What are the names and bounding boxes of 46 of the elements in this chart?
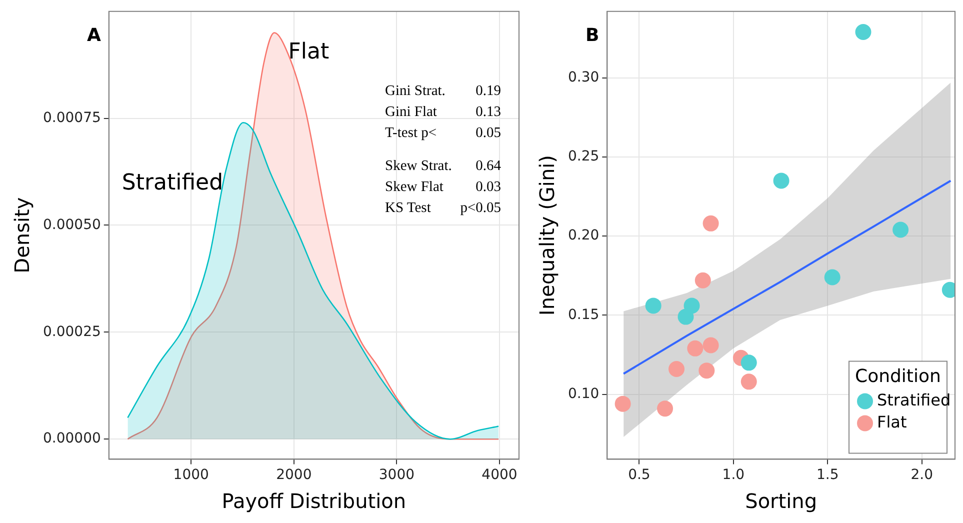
y-tick-label: 0.00025 — [42, 324, 101, 340]
legend-label: Flat — [877, 412, 907, 432]
series-label: Stratified — [122, 170, 224, 196]
point — [694, 272, 711, 288]
point — [773, 172, 790, 189]
x-tick-label: 2.0 — [910, 467, 933, 484]
x-tick-label: 1.5 — [816, 467, 839, 484]
y-tick-label: 0.30 — [568, 70, 600, 86]
y-tick-label: 0.15 — [568, 306, 600, 323]
text: B — [585, 25, 600, 46]
point — [740, 374, 757, 390]
text: Gini Strat. 0.19 Gini Flat 0.13 T-test p< 0.05 — [385, 83, 501, 142]
point — [698, 362, 715, 379]
point — [855, 24, 872, 40]
point — [702, 337, 719, 354]
y-tick-label: 0.10 — [568, 386, 600, 402]
text: Skew Strat. 0.64 Skew Flat 0.03 KS Test p<0.05 — [385, 158, 501, 216]
y-tick-label: 0.00075 — [42, 110, 101, 126]
x-tick-label: 4000 — [482, 467, 518, 484]
x-tick-label: 3000 — [378, 467, 415, 484]
x-tick-label: 0.5 — [628, 467, 650, 484]
point — [702, 215, 719, 232]
point — [678, 308, 694, 325]
y-tick-label: 0.20 — [568, 228, 600, 244]
y-axis-title: Density — [10, 197, 34, 274]
point — [668, 361, 685, 378]
legend-label: Stratified — [877, 390, 951, 410]
x-tick-label: 2000 — [276, 467, 312, 484]
x-axis-title: Sorting — [745, 489, 818, 514]
y-tick-label: 0.25 — [568, 148, 600, 165]
x-tick-label: 1000 — [173, 467, 209, 484]
x-axis-title: Payoff Distribution — [222, 489, 406, 514]
point — [740, 354, 757, 371]
point — [645, 298, 662, 314]
point — [687, 340, 704, 356]
point — [614, 396, 631, 412]
series-label: Flat — [288, 40, 330, 65]
point — [657, 400, 674, 417]
legend-title: Condition — [855, 366, 941, 387]
point — [824, 269, 840, 286]
text: A — [86, 25, 101, 46]
x-tick-label: 1.0 — [722, 467, 745, 484]
y-tick-label: 0.00000 — [42, 430, 101, 447]
y-axis-title: Inequality (Gini) — [535, 155, 560, 316]
y-tick-label: 0.00050 — [42, 216, 101, 233]
point — [892, 222, 909, 238]
